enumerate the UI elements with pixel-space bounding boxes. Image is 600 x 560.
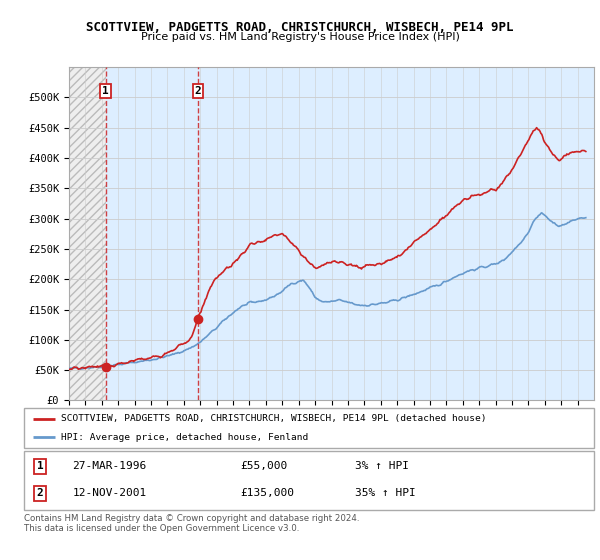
Text: SCOTTVIEW, PADGETTS ROAD, CHRISTCHURCH, WISBECH, PE14 9PL: SCOTTVIEW, PADGETTS ROAD, CHRISTCHURCH, … [86,21,514,34]
Text: 12-NOV-2001: 12-NOV-2001 [73,488,146,498]
FancyBboxPatch shape [24,408,594,448]
Text: Price paid vs. HM Land Registry's House Price Index (HPI): Price paid vs. HM Land Registry's House … [140,32,460,43]
Text: 2: 2 [37,488,43,498]
Text: HPI: Average price, detached house, Fenland: HPI: Average price, detached house, Fenl… [61,433,308,442]
Text: Contains HM Land Registry data © Crown copyright and database right 2024.
This d: Contains HM Land Registry data © Crown c… [24,514,359,534]
Bar [69,67,106,400]
Text: 1: 1 [37,461,43,471]
Text: 1: 1 [102,86,109,96]
Text: 35% ↑ HPI: 35% ↑ HPI [355,488,415,498]
Text: £55,000: £55,000 [241,461,288,471]
Text: 27-MAR-1996: 27-MAR-1996 [73,461,146,471]
Text: 2: 2 [195,86,202,96]
FancyBboxPatch shape [24,451,594,510]
Text: SCOTTVIEW, PADGETTS ROAD, CHRISTCHURCH, WISBECH, PE14 9PL (detached house): SCOTTVIEW, PADGETTS ROAD, CHRISTCHURCH, … [61,414,487,423]
Text: 3% ↑ HPI: 3% ↑ HPI [355,461,409,471]
Text: £135,000: £135,000 [241,488,295,498]
